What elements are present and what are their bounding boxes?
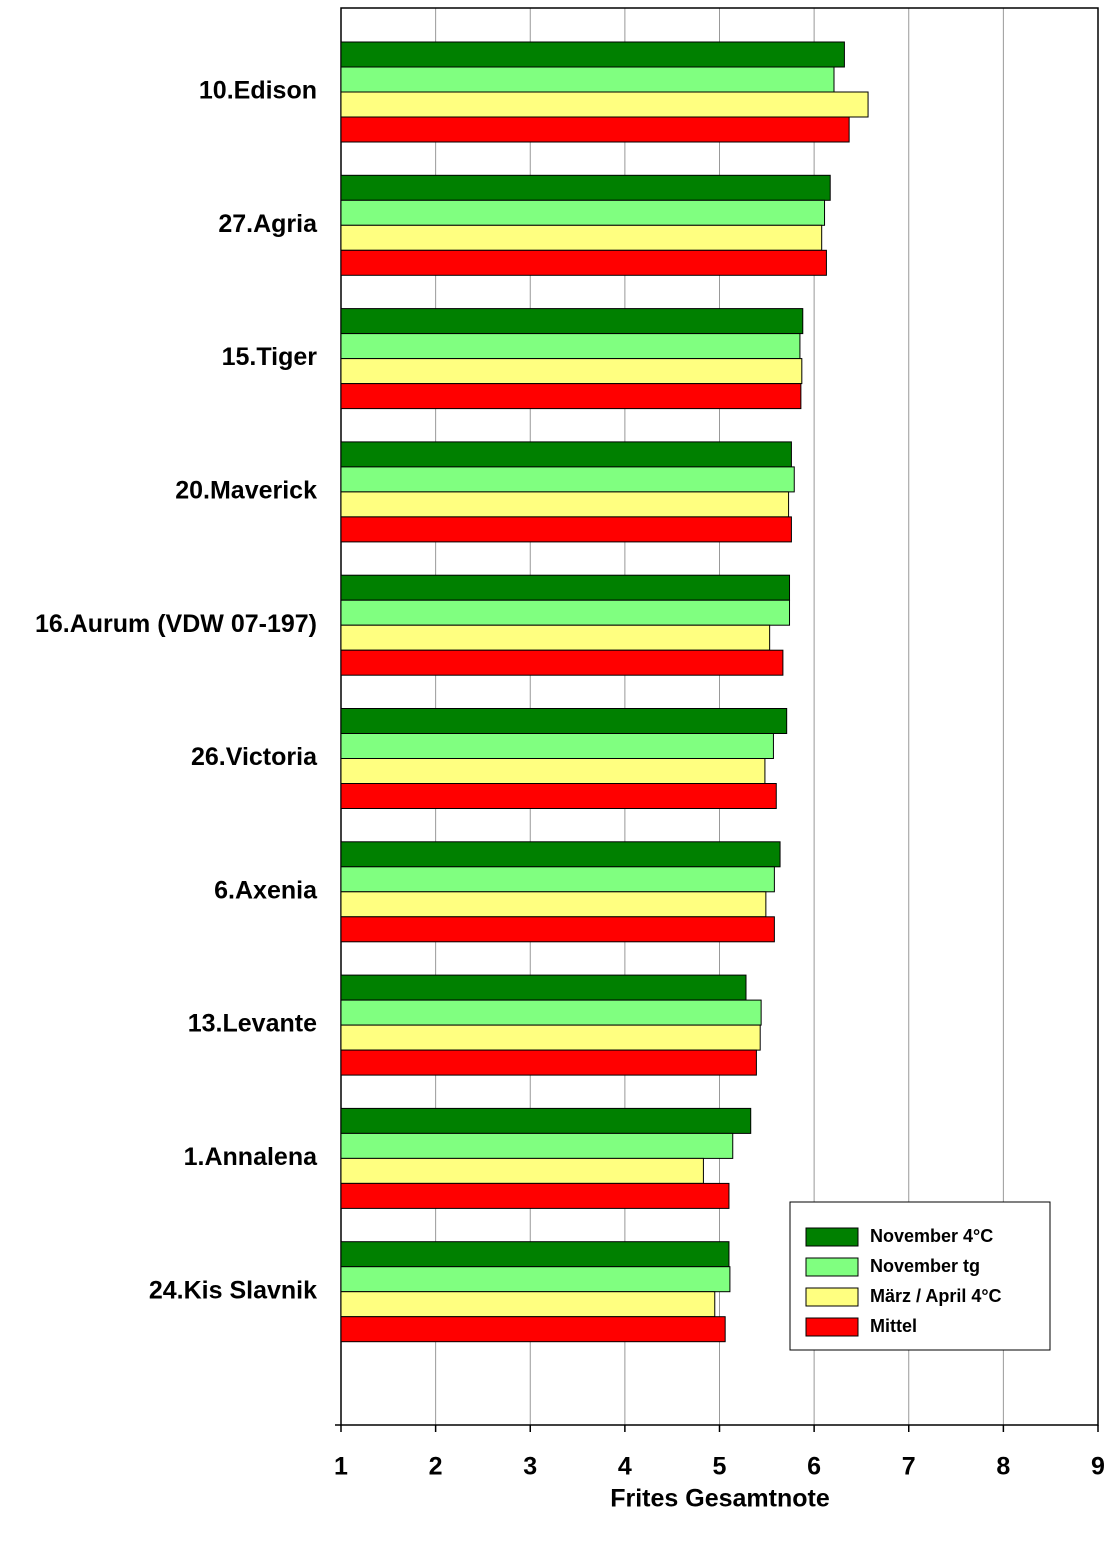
- y-tick-label: 16.Aurum (VDW 07-197): [35, 610, 317, 638]
- bar: [340, 916, 775, 943]
- bar: [340, 224, 823, 251]
- legend-swatch: [805, 1287, 859, 1307]
- bar: [340, 758, 766, 784]
- y-tick-label: 27.Agria: [218, 210, 318, 238]
- bar: [340, 974, 747, 1001]
- x-tick-label: 2: [429, 1453, 443, 1481]
- bar: [340, 1291, 716, 1318]
- bar: [340, 333, 801, 360]
- bar: [340, 841, 781, 868]
- legend-label: November 4°C: [870, 1226, 993, 1246]
- x-tick-label: 1: [334, 1453, 348, 1481]
- bar: [340, 174, 831, 201]
- x-tick-label: 7: [902, 1453, 916, 1481]
- bar: [340, 1182, 730, 1209]
- bar: [340, 91, 869, 118]
- bar: [340, 866, 775, 893]
- bar: [340, 308, 804, 335]
- x-tick-label: 6: [807, 1453, 821, 1481]
- x-tick-label: 5: [713, 1453, 727, 1481]
- bar: [340, 383, 802, 410]
- y-tick-label: 26.Victoria: [191, 743, 318, 771]
- bar: [340, 1107, 752, 1134]
- bar: [340, 1024, 761, 1051]
- bar: [340, 1157, 704, 1184]
- y-tick-label: 24.Kis Slavnik: [149, 1276, 317, 1304]
- bar: [340, 1266, 731, 1293]
- x-tick-label: 4: [618, 1453, 632, 1481]
- bar: [340, 999, 762, 1026]
- bar: [340, 649, 784, 676]
- bar: [340, 358, 803, 385]
- x-tick-label: 3: [523, 1453, 537, 1481]
- bar: [340, 1241, 730, 1268]
- y-tick-label: 10.Edison: [199, 77, 317, 105]
- bar: [340, 624, 771, 651]
- legend-swatch: [805, 1257, 859, 1277]
- bar: [340, 599, 791, 626]
- x-tick-label: 9: [1091, 1453, 1105, 1481]
- legend-swatch: [805, 1317, 859, 1337]
- bar: [340, 491, 790, 518]
- bar: [340, 1316, 726, 1343]
- bar: [340, 574, 791, 601]
- legend-label: November tg: [870, 1256, 980, 1276]
- y-tick-label: 1.Annalena: [184, 1143, 318, 1171]
- y-tick-label: 20.Maverick: [175, 477, 317, 505]
- legend-label: März / April 4°C: [870, 1286, 1002, 1306]
- bar: [340, 249, 827, 276]
- x-tick-label: 8: [996, 1453, 1010, 1481]
- bar: [340, 116, 850, 143]
- bar: [340, 783, 777, 809]
- bar: [340, 891, 767, 918]
- bar: [340, 1049, 757, 1076]
- bar: [340, 466, 795, 493]
- bar: [340, 516, 792, 543]
- y-tick-label: 15.Tiger: [222, 343, 318, 371]
- bar: [340, 733, 774, 759]
- bar: [340, 708, 788, 734]
- bar: [340, 41, 845, 68]
- bar: [340, 1132, 734, 1159]
- bar: [340, 66, 835, 93]
- legend-swatch: [805, 1227, 859, 1247]
- bar: [340, 441, 792, 468]
- y-tick-label: 6.Axenia: [214, 876, 318, 904]
- bar: [340, 199, 826, 226]
- y-tick-label: 13.Levante: [188, 1010, 317, 1038]
- x-axis-label: Frites Gesamtnote: [610, 1485, 830, 1513]
- legend-label: Mittel: [870, 1316, 917, 1336]
